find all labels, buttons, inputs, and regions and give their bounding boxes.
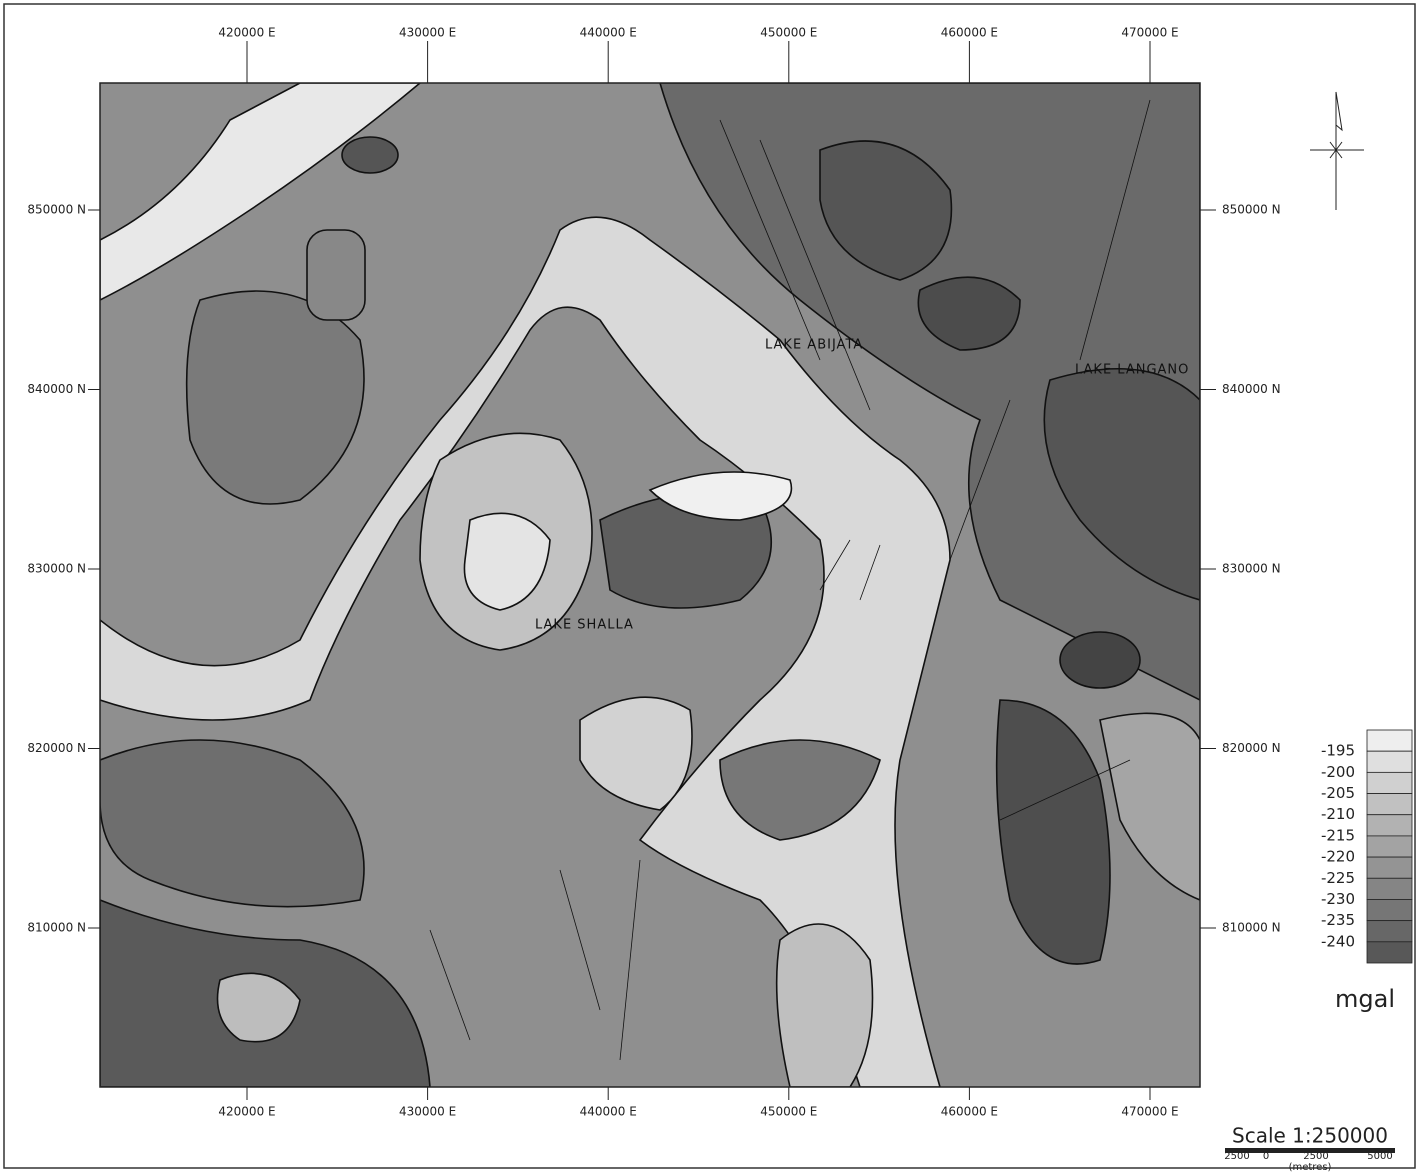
legend-label: -240	[1321, 932, 1355, 950]
legend-swatch	[1367, 815, 1412, 836]
y-tick-label: 810000 N	[27, 921, 86, 935]
y-tick-label: 830000 N	[27, 562, 86, 576]
lake-label: LAKE ABIJATA	[765, 338, 863, 353]
legend-swatch	[1367, 836, 1412, 857]
contour-zone	[342, 137, 398, 173]
y-tick-label: 840000 N	[27, 382, 86, 396]
legend-label: -225	[1321, 869, 1355, 887]
x-tick-label: 450000 E	[760, 1105, 817, 1119]
legend-swatch	[1367, 772, 1412, 793]
scale-tick: 2500	[1224, 1151, 1249, 1162]
legend-swatch	[1367, 899, 1412, 920]
contour-zone	[777, 924, 873, 1087]
scale-tick: 5000	[1367, 1151, 1392, 1162]
scale-unit: (metres)	[1289, 1162, 1332, 1173]
lake-label: LAKE SHALLA	[535, 618, 634, 633]
legend-swatch	[1367, 794, 1412, 815]
y-tick-label: 840000 N	[1222, 382, 1281, 396]
legend-label: -230	[1321, 890, 1355, 908]
x-tick-label: 460000 E	[941, 1105, 998, 1119]
contour-zone	[307, 230, 365, 320]
y-tick-label: 820000 N	[1222, 741, 1281, 755]
legend-swatch	[1367, 921, 1412, 942]
contour-zone	[1060, 632, 1140, 688]
map-area	[100, 83, 1200, 1087]
y-tick-label: 850000 N	[27, 203, 86, 217]
legend-swatch	[1367, 878, 1412, 899]
legend-swatch	[1367, 942, 1412, 963]
legend-label: -220	[1321, 848, 1355, 866]
x-tick-label: 470000 E	[1121, 1105, 1178, 1119]
legend-label: -215	[1321, 826, 1355, 844]
x-tick-label: 430000 E	[399, 26, 456, 40]
legend-label: -235	[1321, 911, 1355, 929]
legend-label: -200	[1321, 763, 1355, 781]
x-tick-label: 440000 E	[580, 1105, 637, 1119]
legend-swatch	[1367, 751, 1412, 772]
scale-tick: 2500	[1303, 1151, 1328, 1162]
y-tick-label: 830000 N	[1222, 562, 1281, 576]
legend-label: -195	[1321, 742, 1355, 760]
x-tick-label: 460000 E	[941, 26, 998, 40]
y-tick-label: 810000 N	[1222, 921, 1281, 935]
scale-tick: 0	[1263, 1151, 1269, 1162]
x-tick-label: 420000 E	[218, 26, 275, 40]
x-tick-label: 470000 E	[1121, 26, 1178, 40]
legend-swatch	[1367, 857, 1412, 878]
scale-title: Scale 1:250000	[1232, 1124, 1388, 1148]
x-tick-label: 420000 E	[218, 1105, 275, 1119]
legend-swatch	[1367, 730, 1412, 751]
x-tick-label: 450000 E	[760, 26, 817, 40]
x-tick-label: 440000 E	[580, 26, 637, 40]
map-page: LAKE ABIJATA LAKE SHALLA LAKE LANGANO mg…	[0, 0, 1420, 1173]
y-tick-label: 850000 N	[1222, 203, 1281, 217]
legend-label: -205	[1321, 784, 1355, 802]
legend-label: -210	[1321, 805, 1355, 823]
legend-unit: mgal	[1335, 985, 1395, 1013]
y-tick-label: 820000 N	[27, 741, 86, 755]
lake-label: LAKE LANGANO	[1075, 363, 1189, 378]
x-tick-label: 430000 E	[399, 1105, 456, 1119]
